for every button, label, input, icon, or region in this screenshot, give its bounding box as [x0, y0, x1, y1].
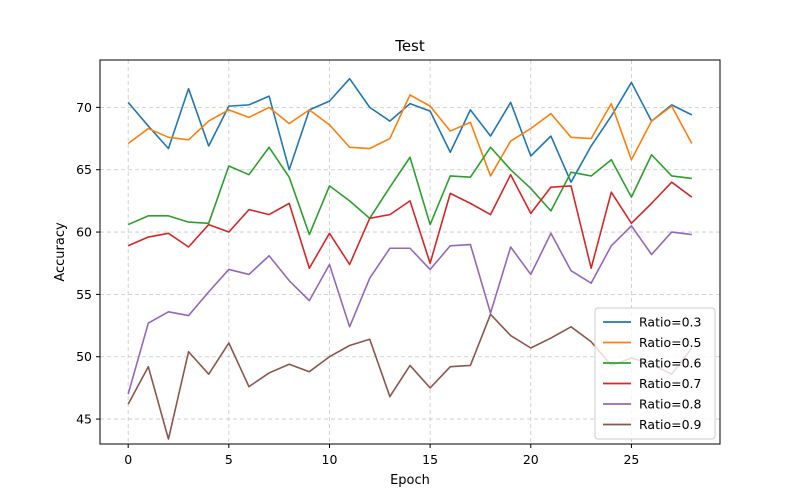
series-line-ratio-0-7: [127, 173, 693, 270]
grid-layer: [100, 60, 720, 444]
ticks-layer: 0 5 10 15 20 25 45 50 55 60 65 70: [76, 100, 639, 467]
legend-label: Ratio=0.9: [639, 417, 701, 432]
legend-label: Ratio=0.8: [639, 397, 701, 412]
legend-label: Ratio=0.3: [639, 315, 701, 330]
legend-label: Ratio=0.6: [639, 356, 701, 371]
x-tick-label: 15: [422, 452, 438, 467]
x-tick-label: 10: [322, 452, 338, 467]
series-line-ratio-0-8: [127, 225, 692, 395]
y-axis-label: Accuracy: [53, 222, 68, 282]
legend-box: [594, 307, 716, 440]
y-tick-label: 65: [76, 162, 92, 177]
chart-title: Test: [394, 37, 425, 55]
y-tick-label: 50: [76, 349, 92, 364]
y-tick-label: 60: [76, 225, 92, 240]
x-axis-label: Epoch: [390, 473, 430, 488]
x-tick-label: 5: [225, 452, 233, 467]
y-tick-label: 70: [76, 100, 92, 115]
legend: Ratio=0.3 Ratio=0.5 Ratio=0.6 Ratio=0.7 Rati…: [594, 307, 716, 440]
legend-label: Ratio=0.7: [639, 376, 701, 391]
series-line-ratio-0-5: [127, 94, 693, 177]
x-tick-label: 0: [124, 452, 132, 467]
plot-frame: [99, 59, 721, 445]
x-tick-label: 25: [623, 452, 639, 467]
y-tick-label: 55: [76, 287, 92, 302]
series-line-ratio-0-6: [127, 146, 692, 236]
series-line-ratio-0-3: [127, 77, 693, 183]
x-tick-label: 20: [523, 452, 539, 467]
y-tick-label: 45: [76, 412, 92, 427]
legend-label: Ratio=0.5: [639, 335, 701, 350]
